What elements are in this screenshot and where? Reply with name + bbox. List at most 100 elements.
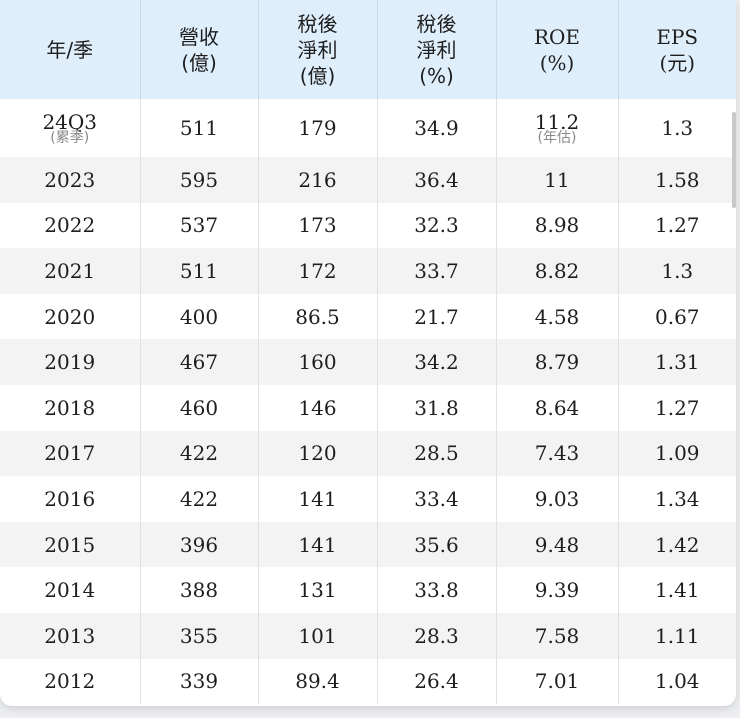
cell-roe: 9.39 [495, 567, 618, 613]
cell-roe: 7.58 [495, 612, 618, 659]
table-row: 2019 467 160 34.2 8.79 1.31 [0, 339, 736, 385]
cell-net-margin: 34.2 [376, 339, 496, 385]
vertical-scrollbar[interactable] [732, 112, 736, 208]
cell-period: 2017 [0, 430, 140, 477]
cell-roe: 11 [495, 157, 618, 203]
cell-roe: 11.2 (年估) [495, 99, 618, 157]
cell-net-income: 160 [257, 339, 377, 385]
cell-revenue: 511 [139, 99, 258, 157]
table-row: 2013 355 101 28.3 7.58 1.11 [0, 612, 736, 659]
cell-revenue: 460 [139, 384, 258, 431]
table-row: 2012 339 89.4 26.4 7.01 1.04 [0, 658, 736, 705]
header-roe: ROE (%) [495, 0, 618, 99]
table-row: 2020 400 86.5 21.7 4.58 0.67 [0, 293, 736, 340]
table-row: 2015 396 141 35.6 9.48 1.42 [0, 521, 736, 568]
cell-eps: 1.27 [617, 202, 736, 249]
cell-roe: 4.58 [495, 293, 618, 340]
cell-period: 2022 [44, 213, 96, 238]
estimate-note: (年估) [537, 129, 577, 146]
cell-roe: 8.64 [495, 384, 618, 431]
cell-net-income: 172 [257, 248, 377, 294]
cell-revenue: 355 [139, 612, 258, 659]
cell-revenue: 537 [139, 202, 258, 249]
table-row: 2023 595 216 36.4 11 1.58 [0, 157, 736, 203]
cell-revenue: 511 [139, 248, 258, 294]
cell-eps: 1.3 [617, 248, 736, 294]
cell-revenue: 400 [139, 293, 258, 340]
cell-period: 2019 [0, 339, 140, 385]
cell-net-margin: 33.8 [376, 567, 496, 613]
table-row: 2017 422 120 28.5 7.43 1.09 [0, 430, 736, 477]
header-net-income: 稅後 淨利 (億) [257, 0, 377, 99]
cell-roe: 9.48 [495, 521, 618, 568]
cell-period: 2015 [0, 521, 140, 568]
cell-period: 2014 [44, 578, 96, 603]
cell-revenue: 388 [139, 567, 258, 613]
cell-net-margin: 36.4 [376, 157, 496, 203]
table-body: 24Q3 (累季) 511 179 34.9 11.2 (年估) 1.3 202… [0, 99, 736, 705]
table-row: 2021 511 172 33.7 8.82 1.3 [0, 248, 736, 294]
header-row: 年/季 營收 (億) 稅後 淨利 (億) 稅後 淨利 (%) ROE [0, 0, 736, 99]
cell-period: 2012 [44, 669, 96, 694]
cell-period: 2018 [44, 395, 96, 420]
cell-net-income: 131 [257, 567, 377, 613]
cell-net-margin: 35.6 [376, 521, 496, 568]
cell-eps: 1.11 [617, 612, 736, 659]
table-row: 2022 537 173 32.3 8.98 1.27 [0, 202, 736, 249]
cell-revenue: 396 [139, 521, 258, 568]
cell-net-margin: 21.7 [376, 293, 496, 340]
cell-eps: 1.41 [617, 567, 736, 613]
cell-roe: 9.03 [495, 476, 618, 522]
cell-net-income: 146 [257, 384, 377, 431]
cell-net-margin: 31.8 [376, 384, 496, 431]
cell-eps: 1.34 [617, 476, 736, 522]
cell-net-margin: 34.9 [376, 99, 496, 157]
cell-eps: 0.67 [617, 293, 736, 340]
cell-net-margin: 33.7 [376, 248, 496, 294]
cell-period: 2020 [44, 304, 96, 329]
cell-period: 2021 [0, 248, 140, 294]
cell-net-income: 101 [257, 612, 377, 659]
cell-revenue: 339 [139, 658, 258, 705]
table-row: 2014 388 131 33.8 9.39 1.41 [0, 567, 736, 613]
cell-revenue: 422 [139, 430, 258, 477]
cell-net-income: 216 [257, 157, 377, 203]
cell-net-income: 86.5 [257, 293, 377, 340]
cell-period: 2013 [0, 612, 140, 659]
cell-net-income: 141 [257, 476, 377, 522]
cell-roe: 8.82 [495, 248, 618, 294]
cell-eps: 1.04 [617, 658, 736, 705]
cell-period: 2023 [0, 157, 140, 203]
cell-net-margin: 32.3 [376, 202, 496, 249]
cell-net-income: 120 [257, 430, 377, 477]
cell-period: 2016 [44, 486, 96, 511]
cell-eps: 1.09 [617, 430, 736, 477]
cell-eps: 1.58 [617, 157, 736, 203]
cell-roe: 7.43 [495, 430, 618, 477]
cell-net-margin: 28.5 [376, 430, 496, 477]
header-period: 年/季 [0, 0, 140, 99]
financial-summary-table: 年/季 營收 (億) 稅後 淨利 (億) 稅後 淨利 (%) ROE [0, 0, 736, 705]
table-row: 2018 460 146 31.8 8.64 1.27 [0, 384, 736, 431]
cell-revenue: 422 [139, 476, 258, 522]
header-net-margin: 稅後 淨利 (%) [376, 0, 496, 99]
cell-net-margin: 33.4 [376, 476, 496, 522]
cumulative-note: (累季) [50, 129, 90, 146]
cell-eps: 1.42 [617, 521, 736, 568]
cell-revenue: 467 [139, 339, 258, 385]
cell-eps: 1.3 [617, 99, 736, 157]
cell-net-margin: 26.4 [376, 658, 496, 705]
cell-net-income: 89.4 [257, 658, 377, 705]
cell-roe: 7.01 [495, 658, 618, 705]
table-row: 24Q3 (累季) 511 179 34.9 11.2 (年估) 1.3 [0, 99, 736, 157]
table-header: 年/季 營收 (億) 稅後 淨利 (億) 稅後 淨利 (%) ROE [0, 0, 736, 99]
cell-roe: 8.98 [495, 202, 618, 249]
cell-eps: 1.27 [617, 384, 736, 431]
cell-net-margin: 28.3 [376, 612, 496, 659]
cell-period: 24Q3 (累季) [0, 99, 140, 157]
cell-net-income: 141 [257, 521, 377, 568]
cell-roe: 8.79 [495, 339, 618, 385]
cell-net-income: 173 [257, 202, 377, 249]
cell-revenue: 595 [139, 157, 258, 203]
header-revenue: 營收 (億) [139, 0, 258, 99]
